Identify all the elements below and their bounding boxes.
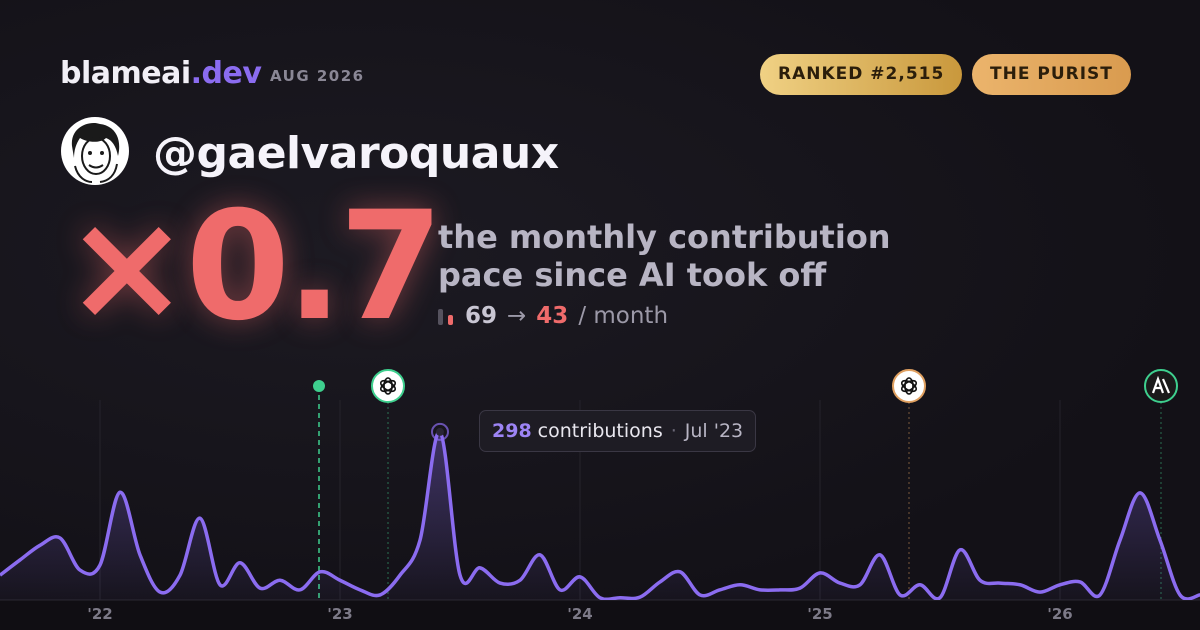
handle: @gaelvaroquaux	[153, 128, 559, 179]
before-value: 69	[465, 303, 498, 329]
tooltip-sep: ·	[670, 420, 677, 442]
tooltip: 298 contributions · Jul '23	[479, 410, 757, 452]
x-tick-label: '26	[1047, 605, 1072, 623]
after-value: 43	[536, 303, 569, 329]
x-tick-label: '25	[807, 605, 832, 623]
x-tick-label: '23	[327, 605, 352, 623]
highlight-ring	[431, 422, 449, 441]
tooltip-value: 298	[492, 420, 532, 442]
stats-icon	[438, 309, 453, 325]
description: pace since AI took off	[438, 256, 827, 294]
x-tick-label: '22	[87, 605, 112, 623]
date: AUG 2026	[270, 67, 365, 85]
anthropic-icon	[1144, 369, 1178, 403]
multiplier: ×0.7	[64, 180, 443, 354]
tooltip-date: Jul '23	[684, 420, 744, 442]
x-tick-label: '24	[567, 605, 592, 623]
axis-band	[0, 600, 1200, 630]
events	[313, 369, 1178, 600]
brand: blameai.dev	[60, 56, 262, 91]
avatar	[61, 117, 129, 185]
description: the monthly contribution	[438, 218, 891, 256]
brand-suffix: .dev	[190, 56, 262, 91]
arrow: →	[507, 303, 527, 329]
rank-badge: RANKED #2,515	[760, 54, 963, 95]
stats: 69 → 43 / month	[437, 303, 668, 329]
tooltip-label: contributions	[537, 420, 663, 442]
line	[0, 430, 1200, 600]
highlight-dot	[436, 427, 444, 436]
unit: / month	[578, 303, 669, 329]
event-dot	[313, 380, 325, 392]
openai-icon	[892, 369, 926, 403]
brand-name: blameai	[60, 56, 191, 91]
openai-icon	[371, 369, 405, 403]
type-badge: THE PURIST	[972, 54, 1131, 95]
